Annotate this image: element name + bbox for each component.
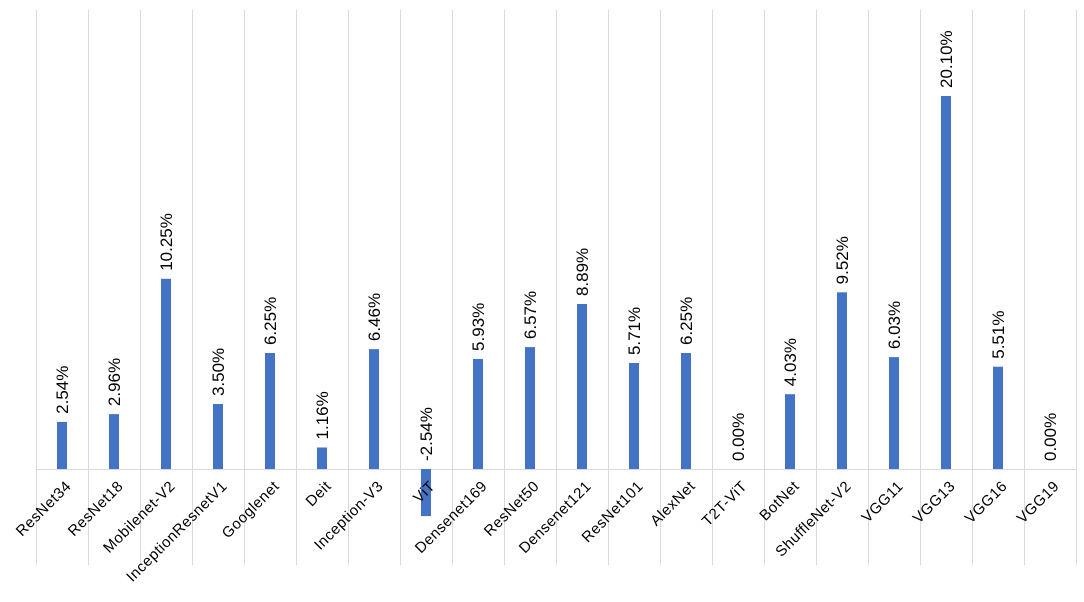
data-label: 5.51% [989, 311, 1008, 359]
data-label: 1.16% [313, 391, 332, 439]
data-labels: 2.54% 2.96% 10.25% 3.50% 6.25% 1.16% 6.46% -2.5… [53, 30, 1060, 461]
data-label: 20.10% [937, 30, 956, 88]
category-label: Googlenet [219, 478, 283, 542]
category-label: VGG16 [962, 478, 1011, 527]
category-label: ResNet34 [13, 478, 75, 540]
data-label: 6.25% [677, 297, 696, 345]
category-label: AlexNet [647, 478, 699, 530]
bar-deit [317, 447, 327, 469]
bar-resnet101 [629, 363, 639, 469]
category-label: InceptionResnetV1 [123, 478, 231, 586]
bar-mobilenet-v2 [161, 278, 171, 469]
bar-googlenet [265, 353, 275, 469]
data-label: 2.54% [53, 366, 72, 414]
data-label: 6.46% [365, 293, 384, 341]
data-label: 0.00% [729, 413, 748, 461]
bar-inception-v3 [369, 349, 379, 469]
bar-densenet121 [577, 304, 587, 469]
data-label: 9.52% [833, 236, 852, 284]
data-label: 4.03% [781, 338, 800, 386]
bar-resnet50 [525, 347, 535, 469]
data-label: 5.93% [469, 303, 488, 351]
category-label: VGG11 [858, 478, 906, 526]
data-label: 0.00% [1041, 413, 1060, 461]
data-label: 8.89% [573, 248, 592, 296]
category-label: VGG13 [910, 478, 959, 527]
category-label: Deit [303, 478, 336, 511]
bar-botnet [785, 394, 795, 469]
category-label: ViT [410, 478, 439, 507]
data-label: 5.71% [625, 307, 644, 355]
bar-resnet18 [109, 414, 119, 469]
category-tick-labels: ResNet34ResNet18Mobilenet-V2InceptionRes… [13, 478, 1063, 586]
bar-shufflenet-v2 [837, 292, 847, 469]
category-label: T2T-ViT [699, 478, 751, 530]
data-label: 10.25% [157, 213, 176, 271]
data-label: -2.54% [417, 407, 436, 461]
bar-vgg11 [889, 357, 899, 469]
data-label: 6.03% [885, 301, 904, 349]
bar-densenet169 [473, 359, 483, 469]
gridlines [36, 10, 1077, 565]
bar-resnet34 [57, 421, 67, 469]
bar-vit [421, 469, 431, 517]
data-label: 3.50% [209, 348, 228, 396]
category-label: BotNet [756, 478, 803, 525]
category-label: VGG19 [1014, 478, 1063, 527]
data-label: 6.57% [521, 291, 540, 339]
data-label: 6.25% [261, 297, 280, 345]
bar-inceptionresnetv1 [213, 404, 223, 469]
bar-vgg16 [993, 366, 1003, 469]
bar-vgg13 [941, 96, 951, 469]
bar-alexnet [681, 353, 691, 469]
bars [57, 96, 1003, 517]
data-label: 2.96% [105, 358, 124, 406]
